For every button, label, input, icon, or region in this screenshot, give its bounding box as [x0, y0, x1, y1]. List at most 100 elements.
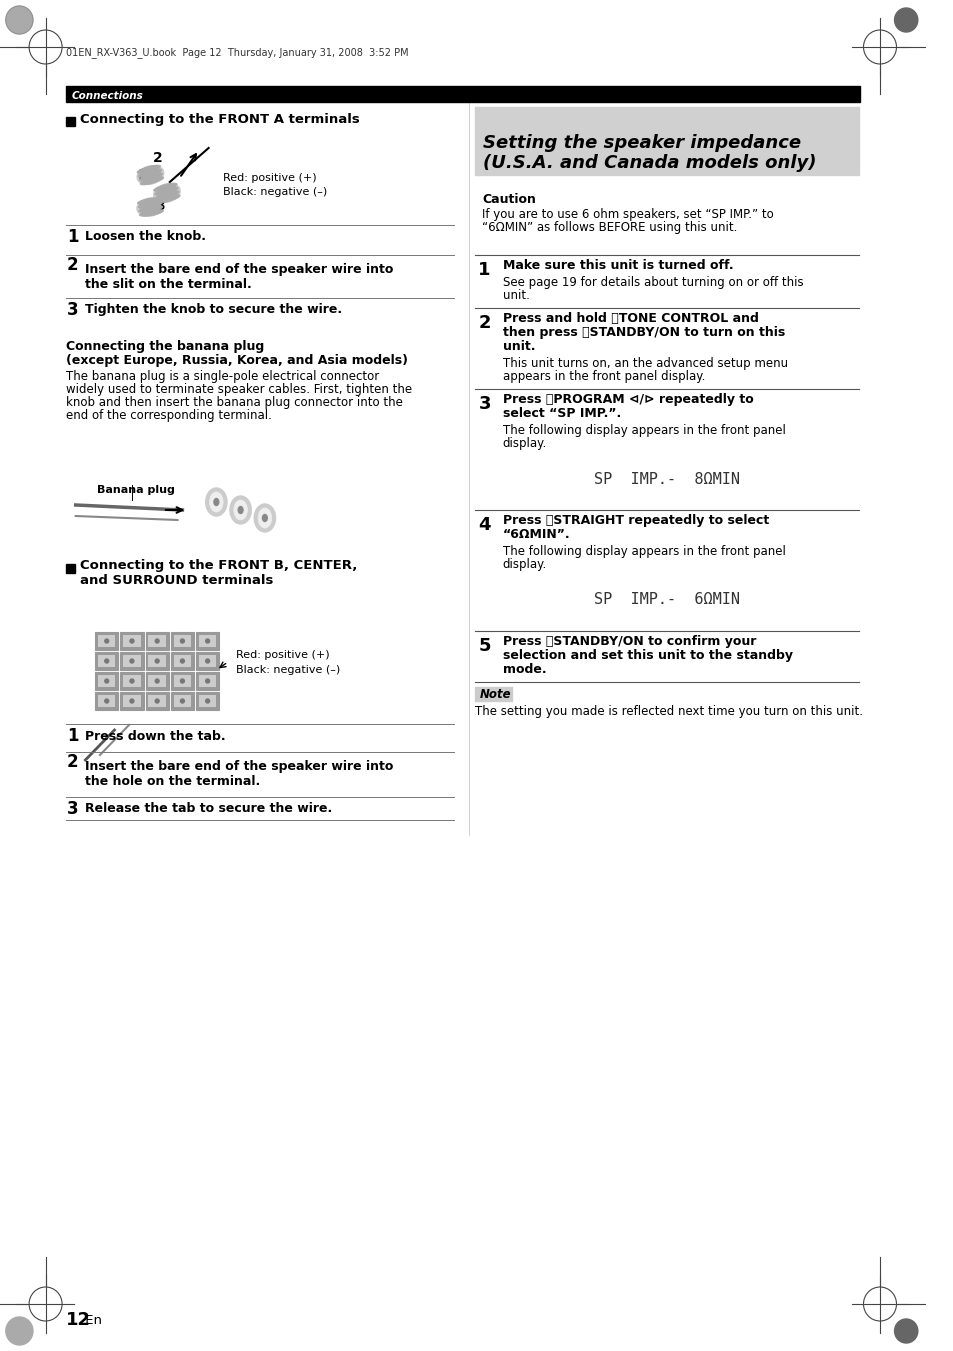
Bar — [149, 655, 166, 667]
Ellipse shape — [139, 173, 163, 181]
Ellipse shape — [210, 492, 223, 512]
Ellipse shape — [105, 680, 109, 684]
Bar — [123, 694, 140, 707]
Text: The following display appears in the front panel: The following display appears in the fro… — [502, 424, 784, 436]
Text: 1: 1 — [477, 261, 490, 280]
Text: 01EN_RX-V363_U.book  Page 12  Thursday, January 31, 2008  3:52 PM: 01EN_RX-V363_U.book Page 12 Thursday, Ja… — [66, 47, 408, 58]
Text: the slit on the terminal.: the slit on the terminal. — [85, 278, 252, 290]
Bar — [95, 632, 118, 650]
Text: (U.S.A. and Canada models only): (U.S.A. and Canada models only) — [482, 154, 816, 172]
Bar — [146, 653, 169, 670]
Text: 2: 2 — [153, 151, 163, 165]
Circle shape — [6, 1317, 33, 1346]
Ellipse shape — [262, 515, 267, 521]
Bar — [482, 459, 850, 499]
Bar — [195, 692, 219, 711]
Ellipse shape — [206, 680, 210, 684]
Text: Setting the speaker impedance: Setting the speaker impedance — [482, 134, 801, 153]
Text: Caution: Caution — [481, 193, 536, 205]
Bar — [198, 676, 216, 688]
Bar — [146, 671, 169, 690]
Text: 2: 2 — [477, 313, 490, 332]
Text: Press down the tab.: Press down the tab. — [85, 730, 226, 743]
Text: En: En — [81, 1313, 102, 1327]
Ellipse shape — [130, 639, 133, 643]
Text: knob and then insert the banana plug connector into the: knob and then insert the banana plug con… — [66, 396, 402, 409]
Text: Release the tab to secure the wire.: Release the tab to secure the wire. — [85, 802, 333, 816]
Ellipse shape — [137, 197, 164, 216]
Bar — [95, 653, 118, 670]
Ellipse shape — [137, 166, 164, 185]
Bar — [171, 653, 193, 670]
Ellipse shape — [233, 500, 247, 520]
Text: Connecting the banana plug: Connecting the banana plug — [66, 340, 264, 353]
Circle shape — [6, 5, 33, 34]
Bar — [475, 182, 858, 245]
Text: 3: 3 — [155, 199, 165, 213]
Ellipse shape — [180, 698, 184, 703]
Text: 3: 3 — [67, 301, 78, 319]
Text: widely used to terminate speaker cables. First, tighten the: widely used to terminate speaker cables.… — [66, 382, 412, 396]
Text: 3: 3 — [67, 800, 78, 817]
Bar — [149, 635, 166, 647]
Text: 4: 4 — [477, 516, 490, 534]
Text: Make sure this unit is turned off.: Make sure this unit is turned off. — [502, 259, 733, 272]
Bar — [123, 635, 140, 647]
Bar — [171, 692, 193, 711]
Ellipse shape — [130, 698, 133, 703]
Text: Black: negative (–): Black: negative (–) — [223, 186, 327, 197]
Ellipse shape — [137, 197, 161, 204]
Ellipse shape — [258, 508, 272, 528]
Bar — [198, 635, 216, 647]
Text: Insert the bare end of the speaker wire into: Insert the bare end of the speaker wire … — [85, 761, 394, 773]
Text: 1: 1 — [67, 727, 78, 744]
Text: display.: display. — [502, 558, 546, 571]
Bar — [98, 676, 115, 688]
Bar — [198, 694, 216, 707]
Text: mode.: mode. — [502, 663, 546, 676]
Ellipse shape — [140, 177, 164, 185]
Text: Press ⓛSTRAIGHT repeatedly to select: Press ⓛSTRAIGHT repeatedly to select — [502, 513, 768, 527]
Text: display.: display. — [502, 436, 546, 450]
Bar — [98, 694, 115, 707]
Text: 1: 1 — [137, 168, 148, 182]
Text: The setting you made is reflected next time you turn on this unit.: The setting you made is reflected next t… — [475, 705, 862, 717]
Ellipse shape — [180, 659, 184, 663]
Text: Red: positive (+): Red: positive (+) — [235, 650, 329, 661]
Ellipse shape — [138, 169, 162, 177]
Bar — [123, 655, 140, 667]
Text: Connections: Connections — [71, 91, 143, 101]
Bar — [146, 632, 169, 650]
Ellipse shape — [213, 499, 218, 505]
Circle shape — [894, 8, 917, 32]
Ellipse shape — [238, 507, 243, 513]
Bar — [195, 671, 219, 690]
Ellipse shape — [206, 659, 210, 663]
Bar — [171, 632, 193, 650]
Text: Press ⓐSTANDBY/ON to confirm your: Press ⓐSTANDBY/ON to confirm your — [502, 635, 755, 648]
Ellipse shape — [139, 209, 163, 216]
Bar — [173, 655, 191, 667]
Ellipse shape — [137, 165, 160, 173]
Text: The banana plug is a single-pole electrical connector: The banana plug is a single-pole electri… — [66, 370, 379, 382]
Ellipse shape — [155, 698, 159, 703]
Text: The following display appears in the front panel: The following display appears in the fro… — [502, 544, 784, 558]
Ellipse shape — [156, 195, 180, 203]
Text: This unit turns on, an the advanced setup menu: This unit turns on, an the advanced setu… — [502, 357, 787, 370]
Bar — [123, 676, 140, 688]
Bar — [120, 671, 144, 690]
Bar — [95, 692, 118, 711]
Text: 3: 3 — [477, 394, 490, 413]
Text: See page 19 for details about turning on or off this: See page 19 for details about turning on… — [502, 276, 802, 289]
Ellipse shape — [155, 659, 159, 663]
Text: Red: positive (+): Red: positive (+) — [223, 173, 316, 182]
Text: Banana plug: Banana plug — [97, 485, 174, 494]
Bar — [195, 653, 219, 670]
Bar — [149, 694, 166, 707]
Bar — [475, 107, 858, 176]
Ellipse shape — [155, 680, 159, 684]
Ellipse shape — [253, 504, 275, 532]
Bar — [173, 694, 191, 707]
Text: “6ΩMIN” as follows BEFORE using this unit.: “6ΩMIN” as follows BEFORE using this uni… — [481, 222, 737, 234]
Ellipse shape — [105, 639, 109, 643]
